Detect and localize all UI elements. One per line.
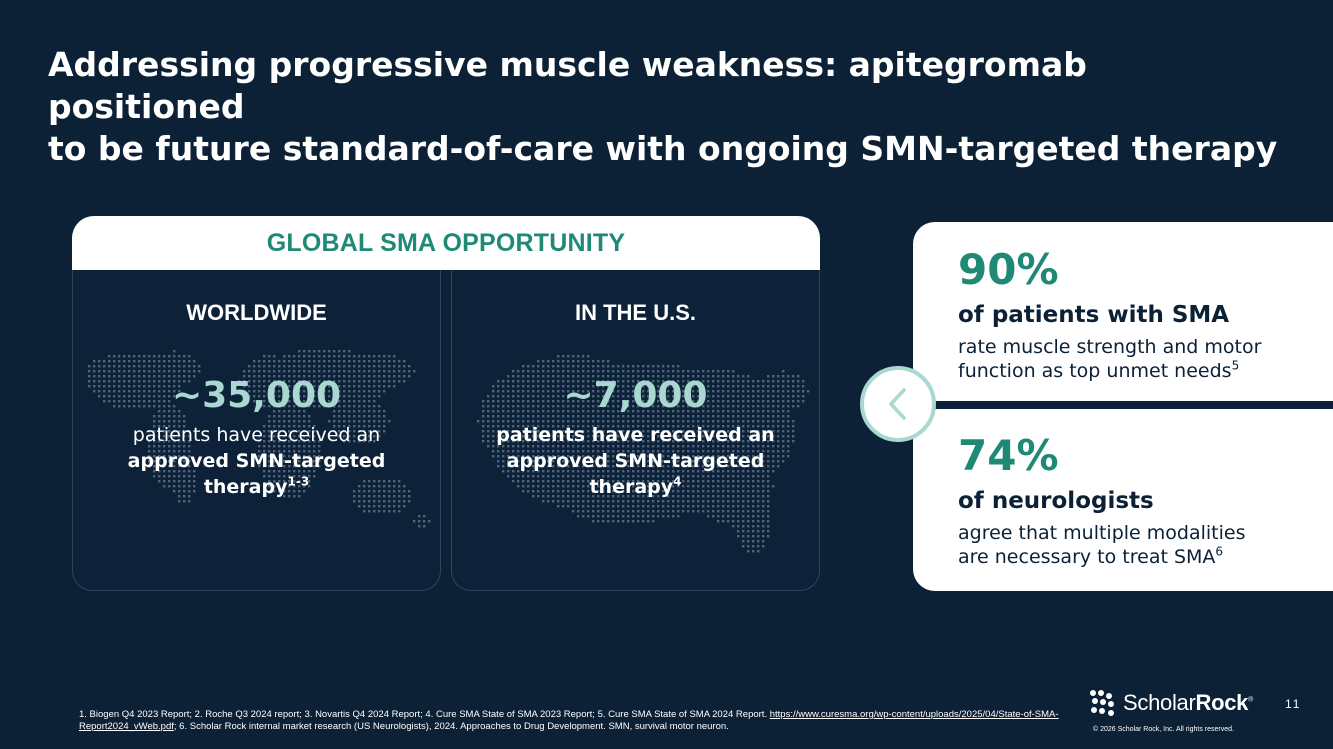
us-panel: IN THE U.S. ~7,000 patients have receive… bbox=[451, 270, 820, 591]
stat-1-percent: 90% bbox=[958, 245, 1059, 294]
opportunity-header-label: GLOBAL SMA OPPORTUNITY bbox=[266, 228, 626, 257]
copyright: © 2026 Scholar Rock, Inc. All rights res… bbox=[1093, 726, 1234, 733]
stat-2-ref: 6 bbox=[1215, 544, 1224, 559]
stat-2-line-1: agree that multiple modalities bbox=[958, 522, 1246, 544]
world-map-icon bbox=[88, 350, 431, 528]
worldwide-desc-line-3: therapy bbox=[203, 476, 288, 498]
stat-2-heading: of neurologists bbox=[958, 488, 1154, 514]
opportunity-header: GLOBAL SMA OPPORTUNITY bbox=[72, 216, 820, 270]
scholar-rock-logo-icon bbox=[1090, 690, 1114, 716]
title-line-1: Addressing progressive muscle weakness: … bbox=[48, 45, 1087, 126]
stat-1-heading: of patients with SMA bbox=[958, 302, 1230, 328]
logo-bold: Rock bbox=[1195, 690, 1249, 715]
us-ref: 4 bbox=[673, 474, 682, 489]
page-number: 11 bbox=[1285, 697, 1302, 711]
stat-2-line-2: are necessary to treat SMA bbox=[958, 546, 1216, 568]
worldwide-desc-line-2: approved SMN-targeted bbox=[127, 450, 386, 472]
title-line-2: to be future standard-of-care with ongoi… bbox=[48, 129, 1278, 168]
us-desc-line-3: therapy bbox=[589, 476, 674, 498]
stat-1-text: rate muscle strength and motor function … bbox=[958, 335, 1318, 383]
stats-divider bbox=[913, 401, 1333, 409]
footnote-text-2: ; 6. Scholar Rock internal market resear… bbox=[173, 721, 729, 732]
worldwide-ref: 1-3 bbox=[287, 474, 310, 489]
footnote-text-1: 1. Biogen Q4 2023 Report; 2. Roche Q3 20… bbox=[79, 709, 770, 720]
footnote: 1. Biogen Q4 2023 Report; 2. Roche Q3 20… bbox=[79, 709, 1069, 733]
stat-1-line-1: rate muscle strength and motor bbox=[958, 336, 1262, 358]
chevron-left-icon bbox=[860, 366, 936, 442]
worldwide-label: WORLDWIDE bbox=[186, 300, 327, 325]
logo-registered: ® bbox=[1248, 696, 1253, 704]
us-desc-line-1: patients have received an bbox=[496, 424, 775, 446]
slide-title: Addressing progressive muscle weakness: … bbox=[48, 44, 1288, 170]
scholar-rock-logo: ScholarRock® bbox=[1089, 688, 1265, 718]
stat-1-line-2: function as top unmet needs bbox=[958, 360, 1232, 382]
worldwide-panel: WORLDWIDE ~35,000 patients have received… bbox=[72, 270, 441, 591]
us-map-icon bbox=[477, 355, 810, 553]
worldwide-number: ~35,000 bbox=[171, 375, 342, 416]
stat-2-text: agree that multiple modalities are neces… bbox=[958, 521, 1318, 569]
logo-wordmark: ScholarRock® bbox=[1123, 690, 1253, 716]
us-desc-line-2: approved SMN-targeted bbox=[506, 450, 765, 472]
logo-light: Scholar bbox=[1123, 690, 1196, 715]
us-description: patients have received an approved SMN-t… bbox=[452, 422, 819, 500]
worldwide-description: patients have received an approved SMN-t… bbox=[73, 422, 440, 500]
us-label: IN THE U.S. bbox=[574, 300, 696, 325]
stat-2-percent: 74% bbox=[958, 431, 1059, 480]
footnote-link[interactable]: https://www.curesma.org/wp-content/uploa… bbox=[79, 709, 1059, 732]
us-number: ~7,000 bbox=[563, 375, 708, 416]
stat-1-ref: 5 bbox=[1231, 358, 1240, 373]
worldwide-desc-line-1: patients have received an bbox=[132, 424, 381, 446]
